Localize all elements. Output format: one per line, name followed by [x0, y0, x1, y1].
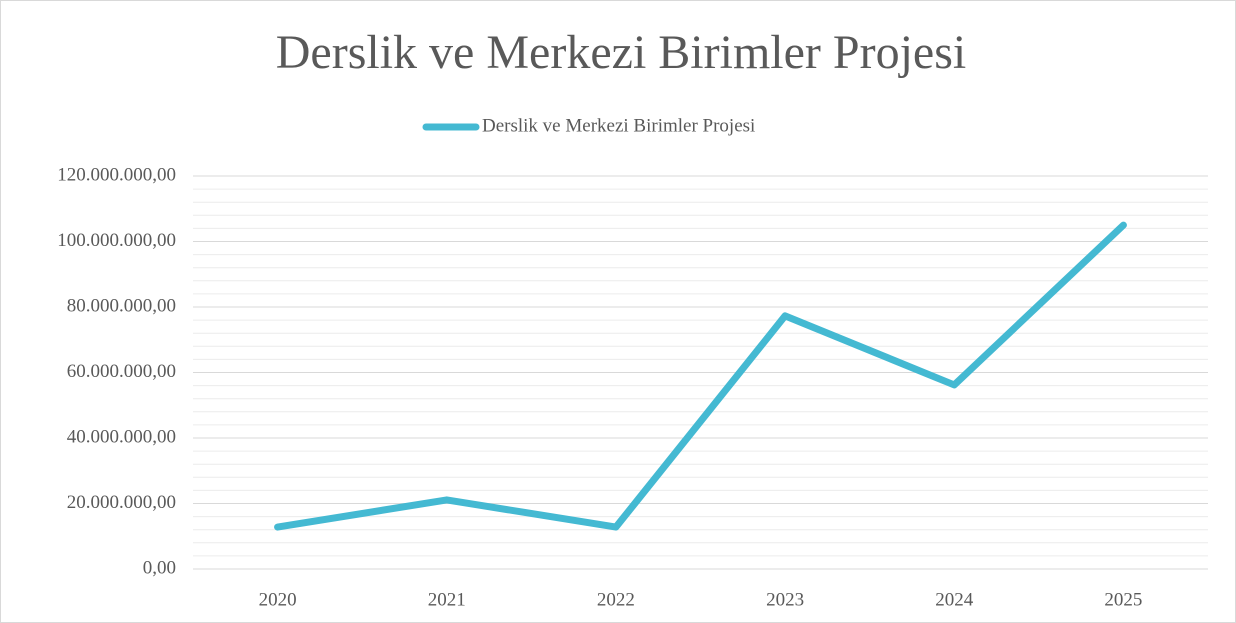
- series-line: [274, 221, 1127, 531]
- chart-title: Derslik ve Merkezi Birimler Projesi: [276, 26, 967, 79]
- x-tick-label: 2025: [1104, 589, 1142, 610]
- y-tick-label: 80.000.000,00: [67, 295, 176, 316]
- legend-label: Derslik ve Merkezi Birimler Projesi: [482, 115, 755, 136]
- x-tick-label: 2024: [935, 589, 974, 610]
- x-tick-label: 2020: [259, 589, 297, 610]
- y-tick-label: 100.000.000,00: [57, 230, 176, 251]
- y-tick-label: 60.000.000,00: [67, 361, 176, 382]
- x-tick-label: 2022: [597, 589, 635, 610]
- x-tick-label: 2023: [766, 589, 804, 610]
- y-tick-label: 20.000.000,00: [67, 492, 176, 513]
- y-tick-label: 0,00: [143, 557, 176, 578]
- y-tick-label: 120.000.000,00: [57, 164, 176, 185]
- y-tick-label: 40.000.000,00: [67, 426, 176, 447]
- x-tick-label: 2021: [428, 589, 466, 610]
